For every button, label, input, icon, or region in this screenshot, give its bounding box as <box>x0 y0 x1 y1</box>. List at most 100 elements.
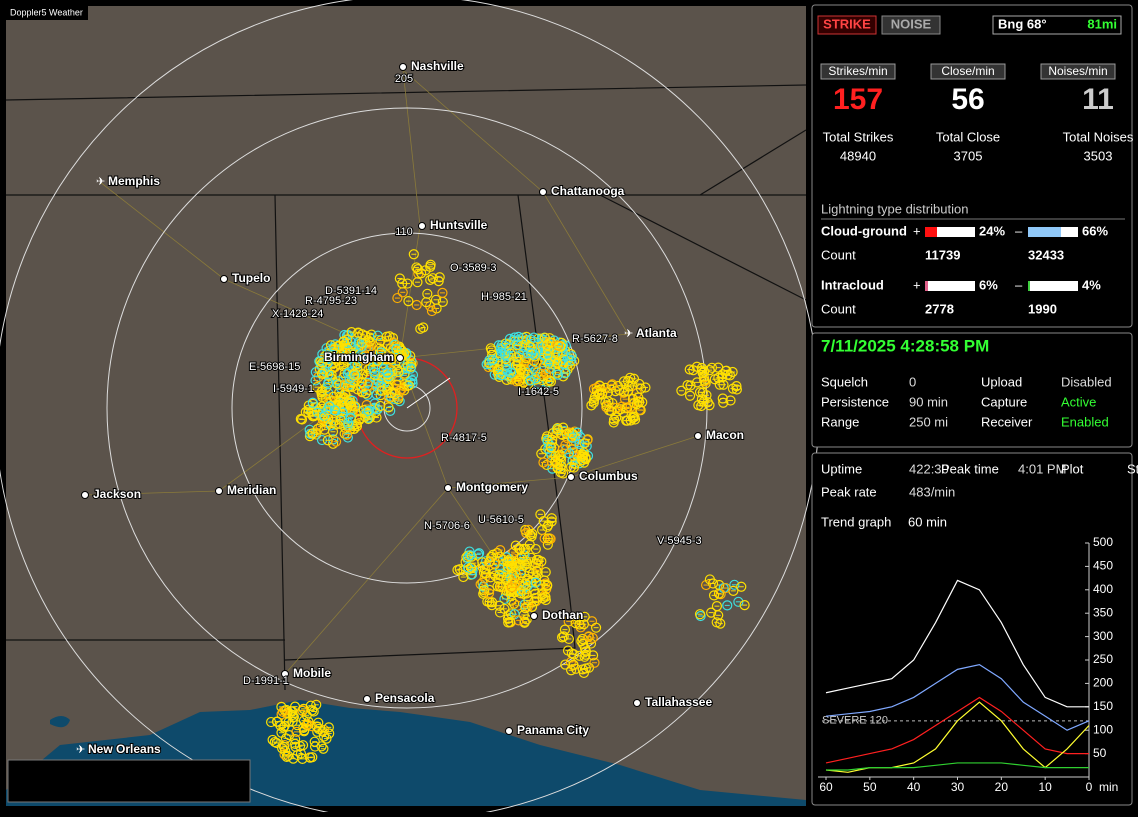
strike <box>700 378 711 389</box>
strike <box>591 385 603 396</box>
strike <box>397 278 408 289</box>
strike <box>568 659 579 670</box>
strike <box>629 414 641 425</box>
dist-name: Cloud-ground <box>821 223 907 238</box>
dist-bar-bg <box>925 281 975 291</box>
city-dot <box>81 491 89 499</box>
strike <box>521 562 532 573</box>
airport-icon: ✈ <box>96 176 105 188</box>
strike <box>318 743 329 754</box>
rate-header: Noises/min <box>1048 64 1107 78</box>
strike <box>528 332 539 343</box>
strike <box>318 731 330 742</box>
strike <box>612 380 624 392</box>
strike <box>269 736 280 748</box>
strike <box>391 343 402 355</box>
city-label: Atlanta <box>636 326 677 340</box>
strike <box>378 364 389 375</box>
dist-title: Lightning type distribution <box>821 201 968 216</box>
strike <box>329 342 340 353</box>
bearing: Bng 68° <box>998 16 1047 31</box>
stat-label: Peak rate <box>821 484 877 499</box>
strike <box>625 401 636 413</box>
x-tick-label: 40 <box>907 780 921 794</box>
count-value: 32433 <box>1028 247 1064 262</box>
strike <box>309 736 320 747</box>
strike <box>289 701 301 712</box>
strike <box>542 521 553 532</box>
strike <box>313 371 324 383</box>
strike <box>348 369 360 381</box>
city-dot <box>539 188 547 196</box>
strike <box>552 347 563 358</box>
city-dot <box>505 727 513 735</box>
strike <box>294 741 306 752</box>
strike <box>693 400 704 411</box>
strike <box>521 527 532 539</box>
strike <box>288 753 299 764</box>
range-ring <box>231 232 583 584</box>
strike <box>361 399 372 411</box>
stat-value: 422:30 <box>909 461 949 476</box>
strike <box>566 665 577 676</box>
dist-pct: 6% <box>979 277 998 292</box>
city-label: Columbus <box>579 469 638 483</box>
noise-button-label[interactable]: NOISE <box>891 16 932 31</box>
strike <box>552 369 564 380</box>
count-value: 11739 <box>925 247 960 262</box>
noise-button[interactable] <box>881 15 941 35</box>
city-label: Chattanooga <box>551 184 625 198</box>
chart-subtitle: 60 min <box>908 514 947 529</box>
strike <box>563 616 574 627</box>
stat-value: Strike <box>1127 461 1138 476</box>
strike <box>555 455 566 466</box>
storm-label: X-1428-24 <box>272 308 323 320</box>
y2-tick-label: 50 <box>1093 746 1107 760</box>
strike <box>511 352 522 363</box>
strike <box>580 454 591 465</box>
strike <box>566 351 577 362</box>
strike <box>628 373 640 384</box>
strike <box>352 353 364 364</box>
strike <box>564 360 575 371</box>
strike <box>725 395 736 406</box>
rate-value: 11 <box>1082 83 1114 116</box>
strike <box>594 388 605 399</box>
setting-value: 90 min <box>909 394 948 409</box>
strike <box>361 407 372 419</box>
strike <box>330 436 342 447</box>
strike <box>711 601 723 612</box>
strike <box>316 368 328 379</box>
strike <box>533 554 544 566</box>
map: Nashville✈ MemphisChattanoogaHuntsvilleTu… <box>0 0 820 817</box>
strike <box>405 363 416 374</box>
storm-label: H-985-21 <box>481 291 527 303</box>
strike <box>427 273 438 284</box>
rate-header: Strikes/min <box>828 64 887 78</box>
strike-button-label[interactable]: STRIKE <box>823 16 871 31</box>
strike <box>520 602 531 614</box>
strike <box>542 436 553 447</box>
strike <box>542 350 553 361</box>
total-value: 48940 <box>840 148 876 163</box>
strike <box>574 650 585 661</box>
strike <box>560 367 571 379</box>
strike <box>322 435 333 446</box>
strike <box>310 367 321 378</box>
strike <box>325 340 337 351</box>
storm-label: R-5627-8 <box>572 333 618 345</box>
strike <box>358 405 369 416</box>
strike <box>611 412 622 423</box>
strike <box>332 379 343 390</box>
count-value: 2778 <box>925 301 954 316</box>
strike-button[interactable] <box>817 15 877 35</box>
city-dot <box>281 670 289 678</box>
strike <box>607 379 618 390</box>
strike <box>313 717 324 728</box>
strike <box>615 404 626 415</box>
strike <box>538 516 549 527</box>
strike <box>363 343 374 354</box>
strike <box>289 738 301 750</box>
strike <box>702 397 713 408</box>
